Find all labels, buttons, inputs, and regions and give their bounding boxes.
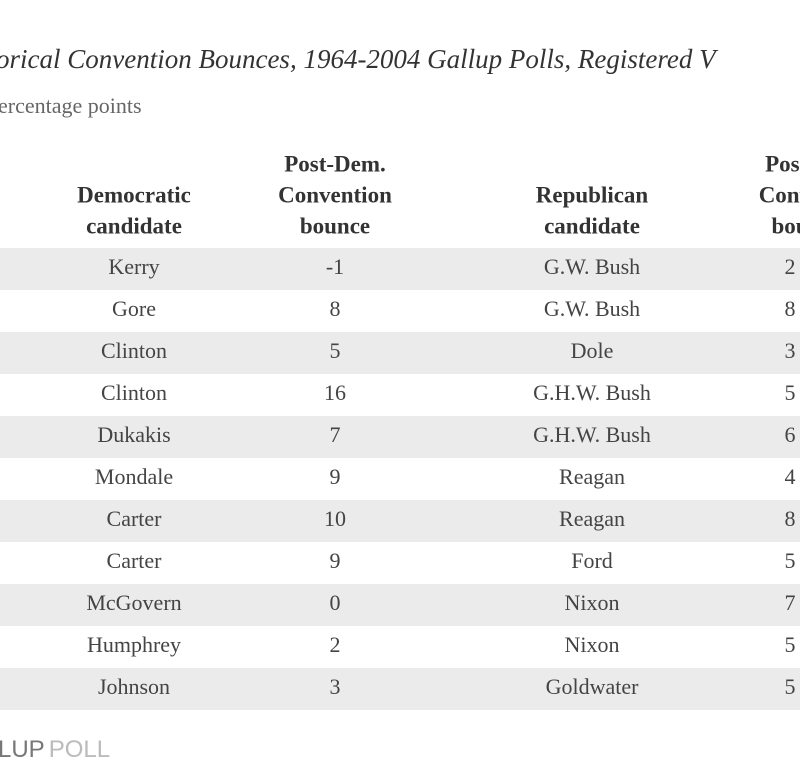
column-header: Democratic bbox=[77, 182, 191, 207]
cell: Mondale bbox=[95, 464, 173, 489]
cell: 7 bbox=[330, 422, 341, 447]
cell: 2 bbox=[330, 632, 341, 657]
row-band bbox=[0, 248, 800, 290]
cell: Goldwater bbox=[546, 674, 640, 699]
cell: Carter bbox=[107, 548, 163, 573]
cell: 8 bbox=[785, 506, 796, 531]
cell: 8 bbox=[330, 296, 341, 321]
cell: Clinton bbox=[101, 338, 167, 363]
column-header: Post- bbox=[765, 151, 800, 176]
row-band bbox=[0, 584, 800, 626]
column-header: Post-Dem. bbox=[284, 151, 386, 176]
cell: 5 bbox=[330, 338, 341, 363]
column-header: candidate bbox=[544, 213, 640, 238]
cell: 5 bbox=[785, 632, 796, 657]
cell: 3 bbox=[330, 674, 341, 699]
cell: 9 bbox=[330, 548, 341, 573]
row-band bbox=[0, 416, 800, 458]
cell: Johnson bbox=[98, 674, 170, 699]
cell: Reagan bbox=[559, 506, 625, 531]
cell: Humphrey bbox=[87, 632, 181, 657]
cell: 0 bbox=[330, 590, 341, 615]
logo-main: LUP bbox=[0, 736, 45, 763]
cell: McGovern bbox=[86, 590, 181, 615]
cell: 4 bbox=[785, 464, 796, 489]
column-header: bou bbox=[771, 213, 800, 238]
cell: -1 bbox=[326, 254, 344, 279]
cell: 2 bbox=[785, 254, 796, 279]
cell: Kerry bbox=[108, 254, 159, 279]
cell: 3 bbox=[785, 338, 796, 363]
cell: 5 bbox=[785, 548, 796, 573]
column-header: Republican bbox=[536, 182, 649, 207]
logo: LUP POLL bbox=[0, 736, 110, 763]
cell: 5 bbox=[785, 380, 796, 405]
cell: G.H.W. Bush bbox=[533, 380, 651, 405]
cell: 9 bbox=[330, 464, 341, 489]
cell: 5 bbox=[785, 674, 796, 699]
cell: Carter bbox=[107, 506, 163, 531]
cell: G.H.W. Bush bbox=[533, 422, 651, 447]
cell: Dukakis bbox=[97, 422, 170, 447]
row-band bbox=[0, 332, 800, 374]
cell: Clinton bbox=[101, 380, 167, 405]
cell: 8 bbox=[785, 296, 796, 321]
title: orical Convention Bounces, 1964-2004 Gal… bbox=[0, 44, 719, 74]
cell: 7 bbox=[785, 590, 796, 615]
cell: 10 bbox=[324, 506, 346, 531]
column-header: Conve bbox=[759, 182, 800, 207]
row-band bbox=[0, 500, 800, 542]
cell: 6 bbox=[785, 422, 796, 447]
cell: G.W. Bush bbox=[544, 254, 640, 279]
cell: 16 bbox=[324, 380, 346, 405]
cell: Nixon bbox=[565, 632, 620, 657]
column-header: bounce bbox=[300, 213, 370, 238]
cell: Ford bbox=[571, 548, 613, 573]
cell: Reagan bbox=[559, 464, 625, 489]
subtitle: ercentage points bbox=[0, 93, 142, 118]
logo-sub: POLL bbox=[49, 736, 110, 763]
column-header: Convention bbox=[278, 182, 392, 207]
cell: Dole bbox=[571, 338, 614, 363]
column-header: candidate bbox=[86, 213, 182, 238]
row-band bbox=[0, 668, 800, 710]
cell: Gore bbox=[112, 296, 156, 321]
cell: Nixon bbox=[565, 590, 620, 615]
cell: G.W. Bush bbox=[544, 296, 640, 321]
